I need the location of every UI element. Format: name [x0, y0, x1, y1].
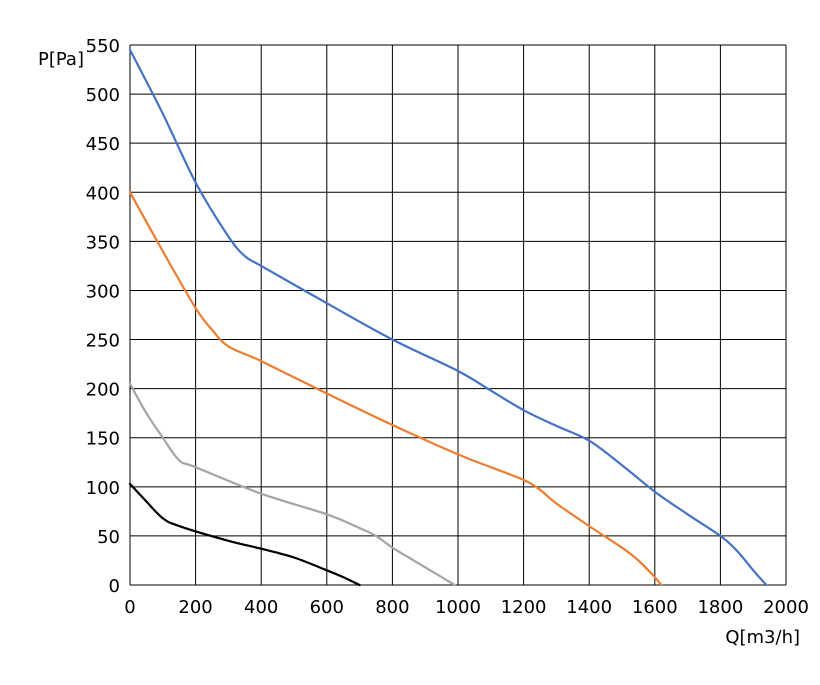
y-tick-label: 50	[97, 527, 120, 548]
y-tick-label: 350	[86, 232, 120, 253]
grid	[129, 44, 787, 586]
y-tick-label: 150	[86, 429, 120, 450]
y-axis-ticks: 0 50 100 150 200 250 300 350 400 450 500 550	[86, 36, 120, 597]
x-axis-ticks: 0 200 400 600 800 1000 1200 1400 1600 1800 2000	[124, 597, 809, 618]
x-tick-label: 600	[310, 597, 344, 618]
y-tick-label: 250	[86, 331, 120, 352]
x-tick-label: 1800	[697, 597, 743, 618]
y-tick-label: 550	[86, 36, 120, 57]
x-tick-label: 0	[124, 597, 135, 618]
series-line-2	[128, 191, 663, 587]
y-tick-label: 400	[86, 183, 120, 204]
x-tick-label: 1600	[632, 597, 678, 618]
x-tick-label: 800	[375, 597, 409, 618]
y-tick-label: 0	[109, 576, 120, 597]
x-tick-label: 2000	[763, 597, 809, 618]
y-tick-label: 200	[86, 380, 120, 401]
y-tick-label: 450	[86, 134, 120, 155]
x-tick-label: 1200	[501, 597, 547, 618]
series-line-4	[128, 482, 361, 587]
series-layer	[128, 48, 768, 587]
x-tick-label: 1400	[566, 597, 612, 618]
y-tick-label: 500	[86, 85, 120, 106]
y-axis-label: P[Pa]	[38, 49, 84, 70]
y-tick-label: 300	[86, 281, 120, 302]
x-axis-label: Q[m3/h]	[725, 627, 800, 648]
x-tick-label: 200	[178, 597, 212, 618]
y-tick-label: 100	[86, 478, 120, 499]
x-tick-label: 400	[244, 597, 278, 618]
x-tick-label: 1000	[435, 597, 481, 618]
series-line-3	[128, 382, 456, 587]
series-line-1	[128, 48, 768, 587]
